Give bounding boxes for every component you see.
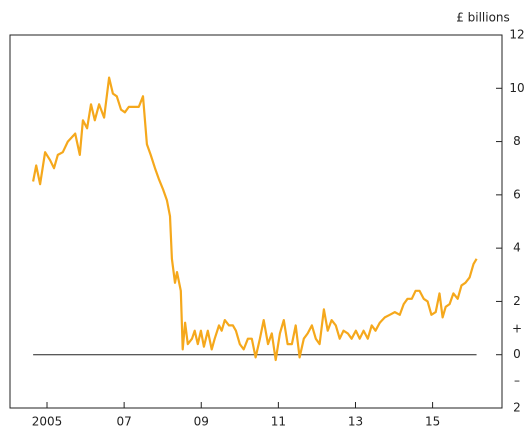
y-tick-label: 10 [509, 81, 524, 95]
y-tick-label: 6 [513, 187, 521, 201]
y-tick-label: 0 [513, 347, 521, 361]
x-tick-label: 09 [194, 415, 209, 429]
x-tick-label: 13 [348, 415, 363, 429]
y-unit-label: £ billions [456, 11, 510, 25]
sign-label: + [512, 322, 522, 336]
plot-frame [9, 34, 503, 409]
x-tick-label: 2005 [32, 415, 63, 429]
x-tick-label: 15 [425, 415, 440, 429]
y-tick-label: 2 [513, 294, 521, 308]
x-tick-label: 07 [116, 415, 131, 429]
y-tick-label: 2 [513, 401, 521, 415]
y-tick-label: 8 [513, 134, 521, 148]
x-tick-label: 11 [271, 415, 286, 429]
y-tick-label: 4 [513, 241, 521, 255]
y-tick-label: 12 [509, 28, 524, 42]
sign-label: – [514, 374, 520, 388]
data-line [32, 76, 478, 362]
